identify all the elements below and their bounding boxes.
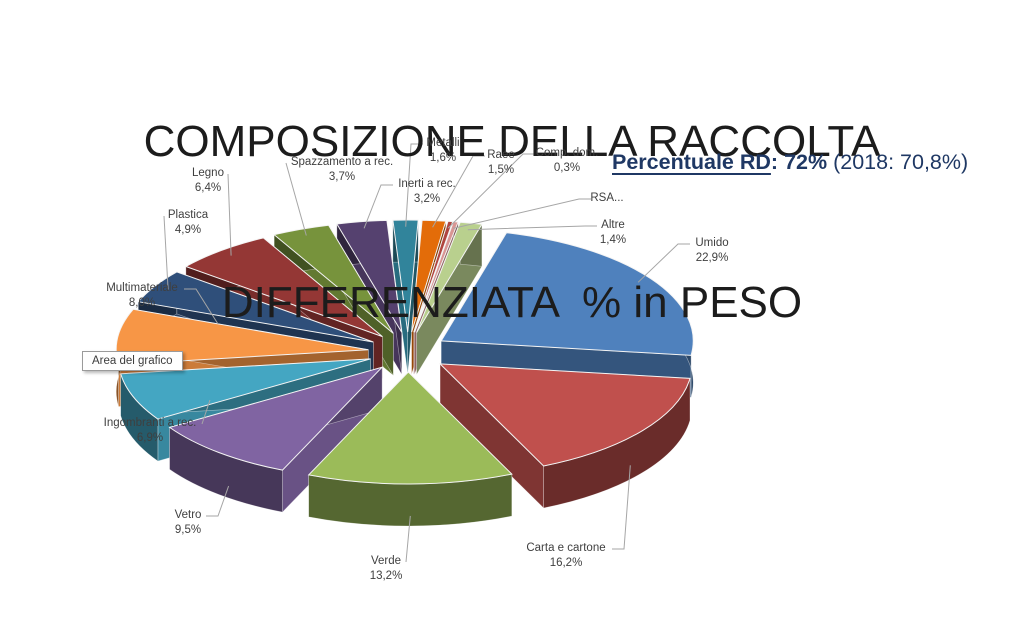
pie-slice-metalli[interactable] [392, 219, 419, 375]
rd-percentage-annotation: Percentuale RD: 72% (2018: 70,8%) [612, 150, 968, 175]
slice-top-face[interactable] [137, 271, 374, 343]
pie-slice-altre[interactable] [416, 221, 483, 376]
slice-label-umido: Umido 22,9% [695, 237, 729, 265]
leader-line [363, 184, 393, 229]
annotation-colon: : [770, 150, 779, 174]
slice-top-face[interactable] [414, 221, 459, 333]
leader-line [163, 215, 169, 290]
slice-label-comp-dom: Comp. dom. 0,3% [535, 147, 599, 175]
leader-line [184, 288, 219, 325]
slice-label-carta-e-cartone: Carta e cartone 16,2% [526, 542, 606, 570]
slice-top-face[interactable] [416, 221, 483, 333]
slice-top-face[interactable] [184, 237, 383, 338]
slice-top-face[interactable] [440, 232, 694, 356]
leader-line [201, 399, 211, 425]
chart-title-line1: COMPOSIZIONE DELLA RACCOLTA [143, 117, 881, 167]
chart-title-line2: DIFFERENZIATA % in PESO [221, 278, 803, 328]
leader-line [206, 485, 230, 517]
leader-line [405, 143, 423, 227]
leader-lines [163, 143, 690, 563]
slice-label-altre: Altre 1,4% [599, 219, 627, 247]
slice-top-face[interactable] [273, 224, 394, 334]
slice-top-face[interactable] [413, 220, 454, 333]
leader-line [637, 243, 690, 283]
chart-title: COMPOSIZIONE DELLA RACCOLTA DIFFERENZIAT… [0, 8, 1024, 437]
slice-top-face[interactable] [411, 219, 447, 333]
slice-label-vetro: Vetro 9,5% [174, 509, 202, 537]
slice-top-face[interactable] [168, 366, 384, 471]
slice-label-metalli: Metalli 1,6% [426, 137, 460, 165]
annotation-label: Percentuale RD [612, 150, 771, 174]
annotation-note: (2018: 70,8%) [833, 150, 969, 174]
pie-slice-carta-e-cartone[interactable] [438, 363, 691, 509]
slice-label-multimateriale: Multimateriale 8,0% [106, 282, 178, 310]
slice-label-legno: Legno 6,4% [192, 167, 224, 195]
leader-line [467, 225, 597, 231]
slice-top-face[interactable] [438, 363, 691, 467]
leader-line [453, 198, 591, 229]
slice-top-face[interactable] [120, 358, 371, 420]
slice-label-raee: Raee 1,5% [487, 149, 515, 177]
annotation-value: 72% [778, 150, 828, 174]
leader-line [405, 515, 411, 563]
leader-line [227, 173, 232, 256]
pie-slice-verde[interactable] [307, 371, 513, 527]
slice-label-ingombranti-a-rec: Ingombranti a rec. 6,9% [103, 417, 197, 445]
slice-top-face[interactable] [392, 219, 419, 333]
leader-line [432, 155, 485, 228]
pie-slice-vetro[interactable] [168, 366, 384, 513]
slice-label-spazzamento-a-rec: Spazzamento a rec. 3,7% [290, 156, 394, 184]
leader-line [447, 153, 535, 229]
slice-label-verde: Verde 13,2% [369, 555, 403, 583]
slice-top-face[interactable] [336, 219, 403, 333]
leader-line [285, 162, 307, 236]
slice-top-face[interactable] [307, 371, 513, 485]
slice-label-rsa: RSA... [590, 192, 624, 204]
chart-area-tooltip: Area del grafico [82, 351, 183, 371]
slice-label-plastica: Plastica 4,9% [167, 209, 209, 237]
leader-line [612, 465, 631, 550]
slice-label-inerti-a-rec: Inerti a rec. 3,2% [398, 178, 456, 206]
